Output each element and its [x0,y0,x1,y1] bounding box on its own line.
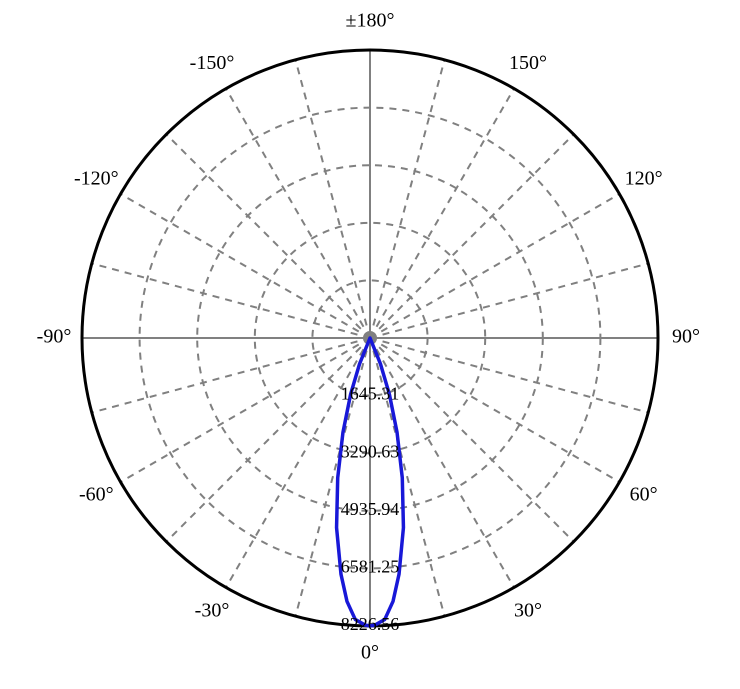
angle-tick-label: -120° [74,168,119,190]
angle-tick-label: ±180° [346,10,395,32]
spoke [370,338,514,587]
spoke [370,134,574,338]
angle-tick-label: 60° [630,484,658,506]
radial-tick-label: 4935.94 [341,499,400,519]
angle-tick-label: -150° [190,52,235,74]
spoke [166,134,370,338]
radial-tick-label: 1645.31 [341,384,400,404]
spoke [226,89,370,338]
spoke [370,60,445,338]
spoke [92,338,370,413]
polar-chart: 1645.31 3290.63 4935.94 6581.25 8226.56 ±180°… [0,0,740,689]
spoke [370,89,514,338]
angle-tick-label: 90° [672,326,700,348]
angle-tick-label: -30° [195,599,230,621]
spoke [121,194,370,338]
angle-tick-label: 0° [361,642,379,664]
angle-tick-label: 150° [509,52,547,74]
spoke [166,338,370,542]
angle-tick-label: 30° [514,599,542,621]
radial-tick-label: 6581.25 [341,557,400,577]
spoke [92,263,370,338]
angle-tick-label: -60° [79,484,114,506]
radial-tick-label: 8226.56 [341,614,400,634]
spoke [226,338,370,587]
spoke [370,194,619,338]
spoke [121,338,370,482]
spoke [370,338,574,542]
spoke [295,60,370,338]
angle-tick-label: -90° [37,326,72,348]
spoke [370,338,648,413]
angle-tick-label: 120° [625,168,663,190]
radial-tick-label: 3290.63 [341,441,400,461]
spoke [370,338,619,482]
spoke [370,263,648,338]
